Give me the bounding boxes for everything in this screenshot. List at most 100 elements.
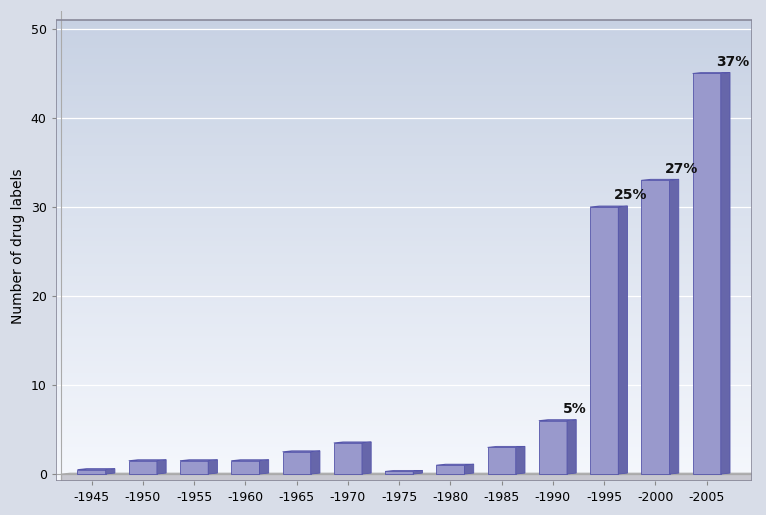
Bar — [56, 200, 751, 202]
Bar — [283, 452, 311, 474]
Bar — [56, 370, 751, 373]
Polygon shape — [311, 451, 320, 474]
Polygon shape — [464, 464, 473, 474]
Bar — [56, 25, 751, 27]
Bar — [56, 435, 751, 437]
Bar — [56, 154, 751, 156]
Bar — [56, 29, 751, 31]
Polygon shape — [516, 447, 525, 474]
Bar — [56, 225, 751, 228]
Bar — [56, 108, 751, 110]
Bar — [56, 68, 751, 71]
Bar — [56, 442, 751, 444]
Polygon shape — [61, 473, 766, 474]
Bar — [56, 248, 751, 251]
Bar — [56, 407, 751, 410]
Text: 25%: 25% — [614, 188, 647, 202]
Bar — [56, 417, 751, 419]
Polygon shape — [334, 442, 372, 443]
Bar — [56, 80, 751, 82]
Bar — [56, 191, 751, 193]
Bar — [56, 223, 751, 225]
Bar — [56, 449, 751, 451]
Bar — [56, 281, 751, 283]
Bar — [56, 264, 751, 267]
Bar — [56, 253, 751, 255]
Bar — [56, 207, 751, 209]
Bar — [56, 350, 751, 352]
Bar — [56, 131, 751, 133]
Bar — [56, 179, 751, 181]
Bar — [56, 290, 751, 292]
Bar — [56, 465, 751, 467]
Bar — [56, 401, 751, 403]
Bar — [56, 170, 751, 172]
Bar — [56, 232, 751, 234]
Bar — [56, 184, 751, 186]
Polygon shape — [231, 460, 269, 461]
Bar — [56, 380, 751, 382]
Polygon shape — [129, 460, 166, 461]
Bar — [56, 94, 751, 96]
Polygon shape — [283, 451, 320, 452]
Bar — [56, 45, 751, 48]
Bar — [56, 186, 751, 188]
Polygon shape — [106, 469, 115, 474]
Polygon shape — [437, 464, 473, 465]
Bar — [56, 22, 751, 25]
Bar — [56, 239, 751, 242]
Bar — [56, 403, 751, 405]
Bar — [56, 368, 751, 370]
Polygon shape — [385, 470, 423, 471]
Bar — [56, 474, 751, 476]
Bar — [56, 55, 751, 57]
Bar — [180, 461, 208, 474]
Polygon shape — [618, 206, 627, 474]
Bar — [56, 246, 751, 248]
Y-axis label: Number of drug labels: Number of drug labels — [11, 168, 25, 324]
Bar — [56, 306, 751, 308]
Bar — [56, 198, 751, 200]
Bar — [56, 145, 751, 147]
Bar — [56, 334, 751, 336]
Bar — [56, 451, 751, 454]
Bar — [56, 216, 751, 218]
Bar — [56, 292, 751, 295]
Bar — [56, 73, 751, 75]
Bar — [56, 375, 751, 377]
Bar — [56, 195, 751, 198]
Bar — [56, 391, 751, 393]
Bar — [385, 471, 413, 474]
Bar — [56, 39, 751, 41]
Bar — [56, 311, 751, 313]
Bar — [56, 352, 751, 354]
Bar — [56, 209, 751, 211]
Bar — [56, 278, 751, 281]
Bar — [56, 165, 751, 167]
Bar — [129, 461, 157, 474]
Bar — [56, 110, 751, 112]
Bar — [56, 354, 751, 357]
Bar — [56, 138, 751, 140]
Bar — [56, 158, 751, 161]
Bar — [56, 398, 751, 401]
Bar — [56, 142, 751, 145]
Bar — [56, 228, 751, 230]
Bar — [56, 258, 751, 260]
Bar — [56, 96, 751, 98]
Polygon shape — [77, 469, 115, 470]
Bar — [56, 36, 751, 39]
Bar — [56, 140, 751, 142]
Bar — [56, 103, 751, 106]
Bar — [56, 331, 751, 334]
Bar — [56, 234, 751, 237]
Bar — [56, 338, 751, 340]
Bar — [56, 454, 751, 456]
Bar — [56, 283, 751, 285]
Bar — [56, 98, 751, 101]
Bar — [56, 458, 751, 460]
Bar — [56, 276, 751, 278]
Polygon shape — [567, 420, 576, 474]
Bar — [56, 295, 751, 297]
Bar — [56, 287, 751, 290]
